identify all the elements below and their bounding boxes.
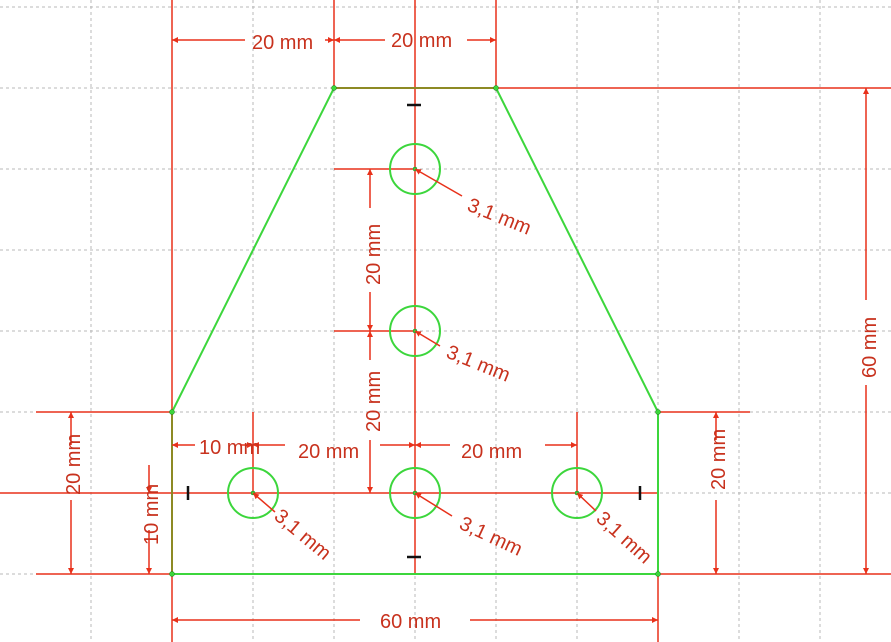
radius-middle-hole[interactable]: 3,1 mm — [443, 341, 513, 386]
dim-hole-row-height[interactable]: 10 mm — [141, 484, 163, 545]
dim-hole-spacing-lower[interactable]: 20 mm — [363, 371, 385, 432]
dim-center-to-right-hole[interactable]: 20 mm — [461, 441, 522, 463]
middle-hole-circle — [389, 305, 441, 357]
dim-hole-spacing-upper[interactable]: 20 mm — [363, 224, 385, 285]
symmetry-markers — [186, 103, 642, 559]
dim-base-width[interactable]: 60 mm — [380, 611, 441, 633]
radius-center-hole[interactable]: 3,1 mm — [456, 513, 526, 561]
center-hole-circle — [389, 467, 441, 519]
dim-top-left-width[interactable]: 20 mm — [252, 32, 313, 54]
dim-left-lower-height[interactable]: 20 mm — [63, 434, 85, 495]
top-hole-circle — [389, 143, 441, 195]
constrained-edges — [171, 87, 496, 574]
dim-right-lower-height[interactable]: 20 mm — [708, 429, 730, 490]
dim-overall-height[interactable]: 60 mm — [859, 317, 881, 378]
dimension-lines — [68, 37, 869, 623]
dim-left-hole-offset[interactable]: 10 mm — [199, 437, 260, 459]
dim-left-hole-to-center[interactable]: 20 mm — [298, 441, 359, 463]
left-hole-circle — [227, 467, 279, 519]
radius-right-hole[interactable]: 3,1 mm — [592, 507, 656, 568]
dim-top-width[interactable]: 20 mm — [391, 30, 452, 52]
radius-top-hole[interactable]: 3,1 mm — [464, 194, 534, 239]
right-hole-circle — [551, 467, 603, 519]
radius-left-hole[interactable]: 3,1 mm — [270, 505, 335, 565]
